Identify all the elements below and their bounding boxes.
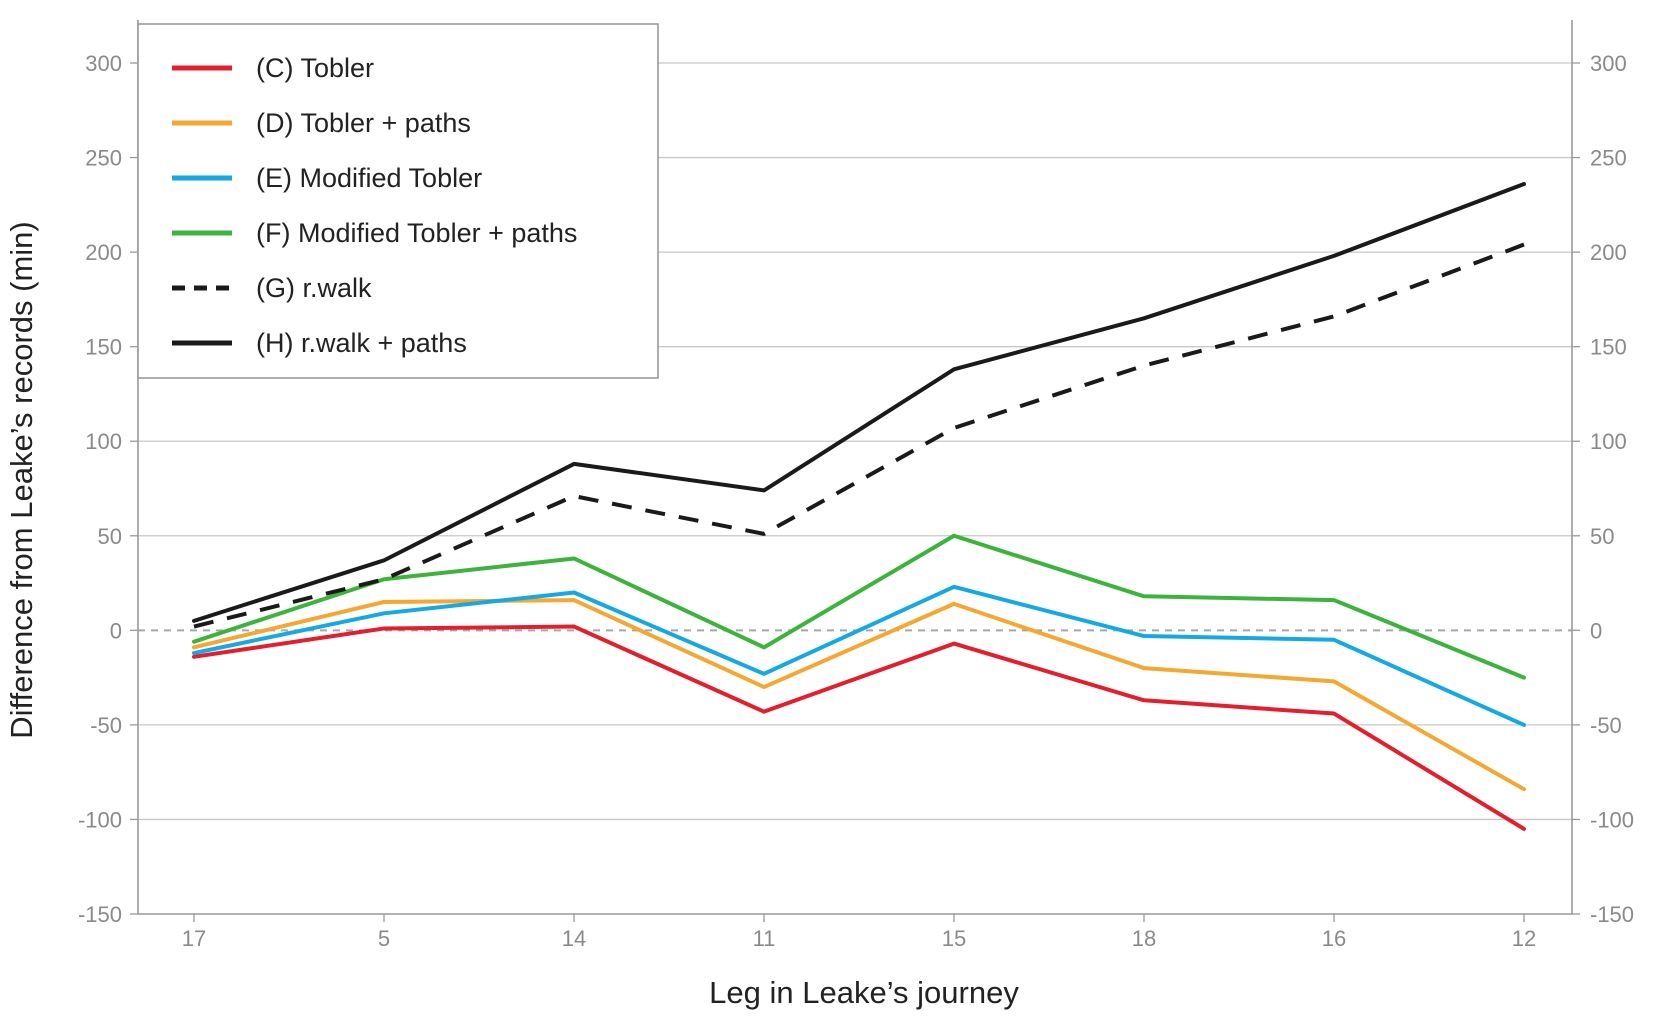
legend-label: (G) r.walk: [256, 273, 372, 303]
legend-item: (G) r.walk: [172, 273, 372, 303]
legend-item: (F) Modified Tobler + paths: [172, 218, 577, 248]
y-tick-label: -100: [78, 807, 122, 832]
y-tick-label-right: 100: [1590, 429, 1627, 454]
y-tick-label: 150: [85, 335, 122, 360]
x-tick-label: 17: [182, 926, 206, 951]
y-tick-label: 200: [85, 240, 122, 265]
y-axis-left-ticks: -150 -100 -50 0 50 100 150 200 250 300: [78, 51, 138, 927]
legend-label: (C) Tobler: [256, 53, 374, 83]
y-tick-label: 300: [85, 51, 122, 76]
y-tick-label: 250: [85, 146, 122, 171]
x-tick-label: 5: [378, 926, 390, 951]
y-tick-label-right: -50: [1590, 713, 1622, 738]
legend: (C) Tobler (D) Tobler + paths (E) Modified…: [137, 23, 659, 379]
y-tick-label-right: 300: [1590, 51, 1627, 76]
x-tick-label: 11: [753, 926, 776, 951]
legend-item: (C) Tobler: [172, 53, 374, 83]
legend-box: [137, 23, 659, 379]
legend-item: (D) Tobler + paths: [172, 108, 471, 138]
y-tick-label: 0: [110, 618, 122, 643]
y-tick-label-right: 250: [1590, 146, 1627, 171]
y-axis-title: Difference from Leake’s records (min): [4, 221, 39, 738]
series-line-1: [192, 624, 1526, 831]
y-tick-label-right: 150: [1590, 335, 1627, 360]
series-line-4: [192, 533, 1526, 680]
y-tick-label-right: -100: [1590, 807, 1634, 832]
x-axis-ticks: 17 5 14 11 15 18 16 12: [182, 914, 1536, 951]
series-lines: [192, 182, 1526, 831]
legend-label: (E) Modified Tobler: [256, 163, 482, 193]
y-tick-label: 100: [85, 429, 122, 454]
x-tick-label: 12: [1512, 926, 1536, 951]
series-line-3: [192, 584, 1526, 727]
y-tick-label: -150: [78, 902, 122, 927]
legend-label: (D) Tobler + paths: [256, 108, 471, 138]
y-tick-label: 50: [98, 524, 122, 549]
x-tick-label: 18: [1132, 926, 1156, 951]
y-tick-label-right: -150: [1590, 902, 1634, 927]
y-tick-label-right: 0: [1590, 618, 1602, 643]
series-line-2: [192, 598, 1526, 792]
legend-item: (E) Modified Tobler: [172, 163, 482, 193]
legend-label: (F) Modified Tobler + paths: [256, 218, 577, 248]
x-tick-label: 14: [562, 926, 586, 951]
y-axis-right-ticks: -150 -100 -50 0 50 100 150 200 250 300: [1572, 51, 1634, 927]
y-tick-label-right: 50: [1590, 524, 1614, 549]
y-tick-label: -50: [90, 713, 122, 738]
y-tick-label-right: 200: [1590, 240, 1627, 265]
legend-label: (H) r.walk + paths: [256, 328, 467, 358]
x-tick-label: 16: [1322, 926, 1346, 951]
legend-item: (H) r.walk + paths: [172, 328, 467, 358]
x-axis-title: Leg in Leake’s journey: [709, 975, 1019, 1010]
x-tick-label: 15: [942, 926, 966, 951]
series-line-6: [192, 182, 1526, 623]
